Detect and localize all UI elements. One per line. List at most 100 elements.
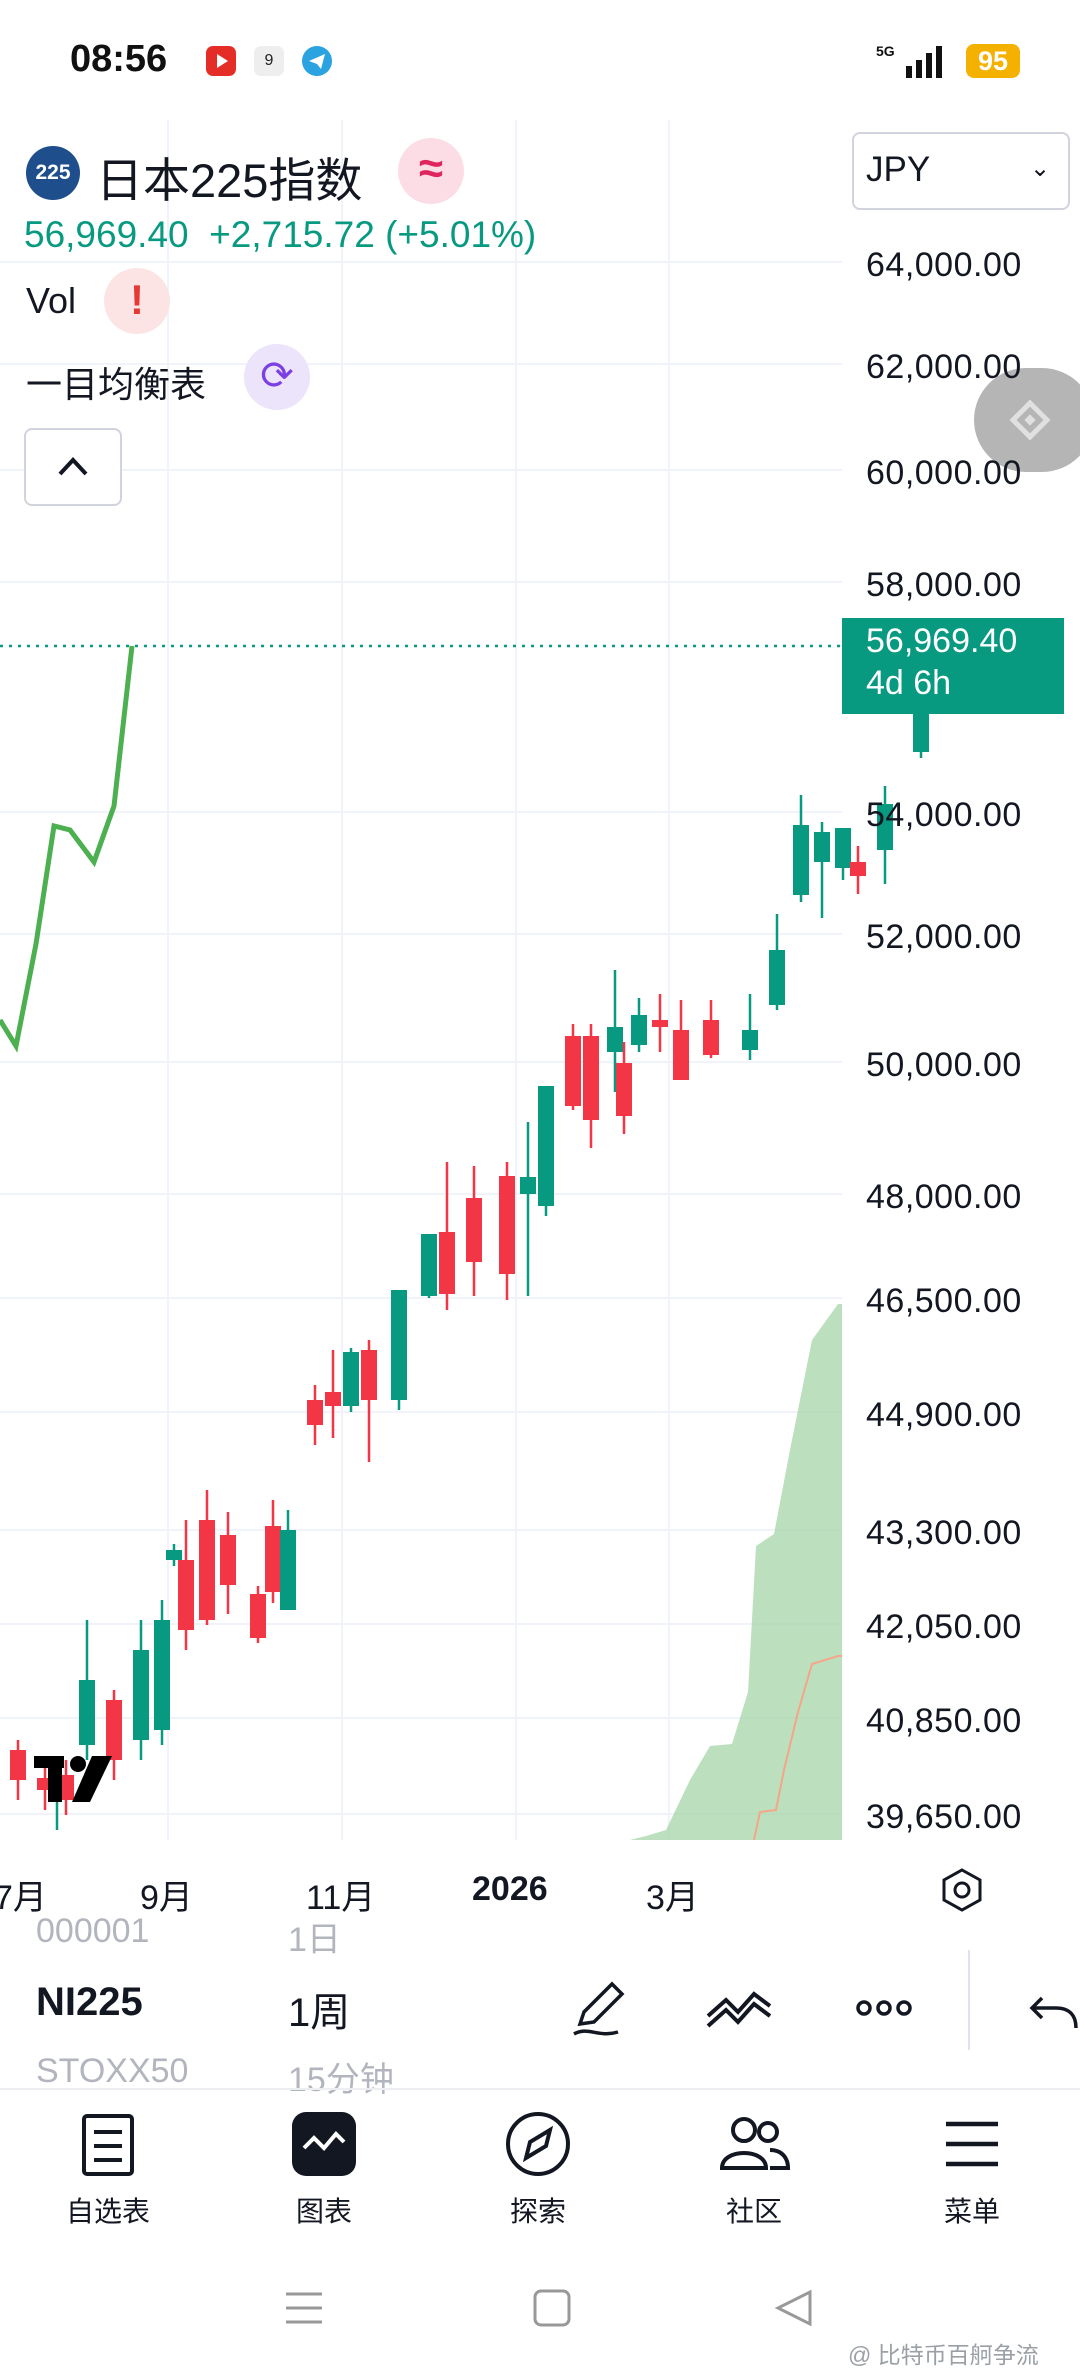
- refresh-icon[interactable]: ⟳: [244, 344, 310, 410]
- nav-chart[interactable]: 图表: [244, 2106, 404, 2227]
- chevron-down-icon[interactable]: ⌄: [1030, 155, 1051, 182]
- status-time: 08:56: [70, 38, 168, 80]
- candle-body: [10, 1750, 26, 1780]
- ichimoku-cloud: [630, 1304, 842, 1841]
- price-axis-label: 44,900.00: [866, 1396, 1022, 1434]
- nav-menu[interactable]: 菜单: [892, 2106, 1052, 2227]
- collapse-legend-button[interactable]: [24, 428, 122, 506]
- candle-body: [280, 1530, 296, 1610]
- candle-body: [850, 862, 866, 876]
- floating-app-button[interactable]: [974, 368, 1080, 472]
- interval-picker-next[interactable]: 15分钟: [288, 2061, 394, 2099]
- conversion-line: [0, 645, 135, 1053]
- candle-body: [166, 1550, 182, 1560]
- back-icon[interactable]: [774, 2288, 814, 2333]
- candle-body: [325, 1392, 341, 1406]
- data-source-icon[interactable]: ≈: [398, 138, 464, 204]
- price-axis-label: 43,300.00: [866, 1514, 1022, 1552]
- vol-indicator-label[interactable]: Vol: [26, 280, 77, 321]
- candle-body: [877, 804, 893, 850]
- candle-body: [265, 1526, 281, 1592]
- last-price-value: 56,969.40: [866, 622, 1018, 660]
- symbol-name[interactable]: 日本225指数: [96, 154, 363, 207]
- drawing-pen-icon[interactable]: [568, 1976, 632, 2045]
- currency-value[interactable]: JPY: [866, 150, 931, 189]
- candle-body: [439, 1232, 455, 1294]
- home-icon[interactable]: [532, 2288, 572, 2333]
- price-axis-label: 54,000.00: [866, 796, 1022, 834]
- symbol-badge: 225: [26, 146, 80, 200]
- candle-body: [631, 1015, 647, 1045]
- price-chart[interactable]: [0, 120, 1080, 1860]
- axis-settings-icon[interactable]: [938, 1866, 986, 1919]
- candle-body: [607, 1027, 623, 1052]
- bar-countdown: 4d 6h: [866, 664, 952, 702]
- battery-indicator: 95: [966, 44, 1020, 78]
- telegram-icon: [302, 46, 332, 76]
- app-9-icon: 9: [254, 46, 284, 76]
- symbol-picker-prev[interactable]: 000001: [36, 1912, 150, 1950]
- interval-picker-prev[interactable]: 1日: [288, 1921, 341, 1959]
- candle-body: [133, 1650, 149, 1740]
- candle-body: [583, 1036, 599, 1120]
- symbol-picker[interactable]: NI225: [36, 1980, 143, 2024]
- tradingview-logo: [34, 1752, 130, 1822]
- candle-body: [835, 828, 851, 868]
- nav-community[interactable]: 社区: [674, 2106, 834, 2227]
- candle-body: [220, 1535, 236, 1585]
- candle-body: [307, 1400, 323, 1425]
- recent-apps-icon[interactable]: [284, 2288, 324, 2333]
- price-axis-label: 52,000.00: [866, 918, 1022, 956]
- watermark: @ 比特币百舸争流: [848, 2342, 1039, 2368]
- price-axis-label: 39,650.00: [866, 1798, 1022, 1836]
- nav-label: 自选表: [65, 2196, 150, 2227]
- candle-body: [154, 1620, 170, 1730]
- chart-icon: [292, 2112, 356, 2176]
- menu-icon: [946, 2121, 998, 2167]
- price-axis-label: 48,000.00: [866, 1178, 1022, 1216]
- candle-body: [499, 1176, 515, 1274]
- candle-body: [250, 1594, 266, 1638]
- candle-body: [814, 832, 830, 862]
- time-axis-label: 2026: [472, 1870, 548, 1908]
- nav-watchlist[interactable]: 自选表: [28, 2106, 188, 2227]
- price-axis-label: 40,850.00: [866, 1702, 1022, 1740]
- legend-price-line: 56,969.40 +2,715.72 (+5.01%): [24, 214, 536, 256]
- more-icon[interactable]: [852, 1976, 916, 2045]
- compass-icon: [506, 2112, 570, 2176]
- candle-body: [343, 1352, 359, 1406]
- undo-icon[interactable]: [1026, 1976, 1080, 2045]
- candle-body: [466, 1198, 482, 1262]
- binance-icon: [1009, 399, 1051, 441]
- candle-body: [742, 1030, 758, 1050]
- symbol-picker-next[interactable]: STOXX50: [36, 2052, 189, 2090]
- ichimoku-indicator-label[interactable]: 一目均衡表: [26, 364, 207, 405]
- price-axis-label: 64,000.00: [866, 246, 1022, 284]
- cloud-area: [630, 1304, 842, 1840]
- price-axis-label: 62,000.00: [866, 348, 1022, 386]
- candle-body: [361, 1350, 377, 1400]
- candle-body: [673, 1030, 689, 1080]
- youtube-icon: [206, 46, 236, 76]
- price-axis-label: 46,500.00: [866, 1282, 1022, 1320]
- interval-picker[interactable]: 1周: [288, 1991, 351, 2035]
- time-axis-label: 7月: [0, 1879, 47, 1917]
- time-axis-label: 9月: [140, 1879, 193, 1917]
- candle-body: [616, 1063, 632, 1116]
- toolbar-divider: [968, 1950, 970, 2050]
- nav-explore[interactable]: 探索: [458, 2106, 618, 2227]
- time-axis-label: 3月: [646, 1879, 699, 1917]
- candle-body: [538, 1086, 554, 1206]
- legend-change: +2,715.72 (+5.01%): [209, 214, 537, 255]
- candle-body: [793, 825, 809, 895]
- indicators-icon[interactable]: [704, 1976, 776, 2045]
- watchlist-icon: [82, 2114, 134, 2176]
- candle-body: [769, 950, 785, 1005]
- warning-icon[interactable]: !: [104, 268, 170, 334]
- ichimoku-line: [0, 645, 135, 1053]
- chevron-up-icon: [58, 457, 88, 476]
- nav-label: 菜单: [943, 2196, 1000, 2227]
- signal-icon: 5G: [876, 42, 946, 87]
- currency-select[interactable]: [852, 132, 1070, 210]
- time-axis-label: 11月: [306, 1879, 376, 1917]
